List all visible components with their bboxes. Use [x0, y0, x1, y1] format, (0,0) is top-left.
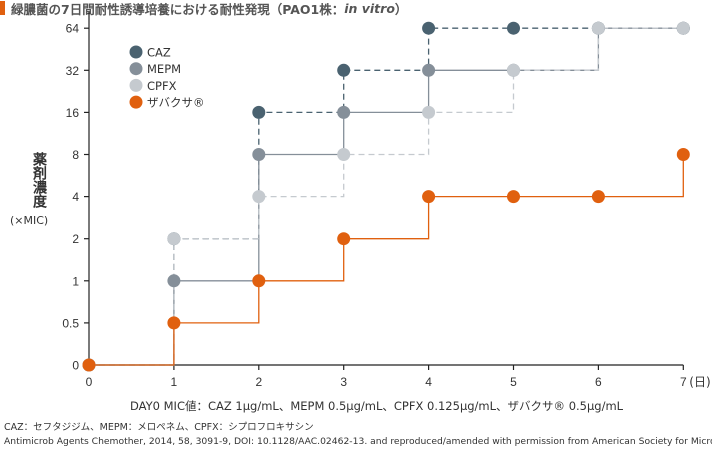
y-tick-label: 0.5 [62, 316, 79, 330]
title-italic: in vitro [344, 0, 395, 16]
data-point-MEPM [422, 63, 436, 77]
y-axis-unit: (×MIC) [10, 214, 49, 227]
legend-marker [129, 95, 143, 109]
legend-marker [129, 62, 143, 76]
data-point-ザバクサ® [337, 232, 351, 246]
data-point-ザバクサ® [676, 148, 690, 161]
source-note: Antimicrob Agents Chemother, 2014, 58, 3… [4, 436, 712, 447]
title-close: ） [394, 1, 408, 17]
y-tick-label: 32 [66, 64, 80, 78]
x-tick-label: 7 [680, 375, 687, 389]
y-tick-label: 64 [66, 22, 80, 36]
data-point-CPFX [676, 21, 690, 35]
title-accent-bar [0, 1, 5, 15]
mic-note: DAY0 MIC値：CAZ 1μg/mL、MEPM 0.5μg/mL、CPFX … [130, 399, 624, 413]
data-point-MEPM [252, 148, 266, 161]
series-line-ザバクサ® [89, 154, 684, 366]
data-point-CPFX [507, 63, 520, 77]
data-point-ザバクサ® [507, 190, 520, 204]
x-tick-label: 2 [255, 375, 262, 389]
x-tick-label: 4 [425, 375, 432, 389]
data-point-ザバクサ® [252, 274, 266, 288]
data-point-CPFX [167, 232, 181, 246]
x-tick-label: 1 [171, 375, 178, 389]
chart-title: 緑膿菌の7日間耐性誘導培養における耐性発現（PAO1株： in vitro） [0, 0, 408, 17]
data-point-ザバクサ® [422, 190, 436, 204]
legend-label: MEPM [147, 62, 181, 76]
x-tick-label: 3 [340, 375, 347, 389]
data-point-CAZ [507, 21, 520, 35]
x-axis-unit: (日) [689, 375, 710, 389]
data-point-CPFX [591, 21, 605, 35]
y-tick-label: 8 [72, 148, 79, 162]
data-point-CPFX [252, 190, 266, 204]
y-axis-label: 薬剤濃度 [31, 152, 47, 208]
y-tick-label: 2 [72, 232, 79, 246]
data-point-CAZ [422, 21, 436, 35]
data-point-CAZ [337, 63, 351, 77]
y-tick-label: 1 [72, 274, 79, 288]
data-point-ザバクサ® [82, 358, 96, 372]
x-tick-label: 5 [510, 375, 517, 389]
y-tick-label: 16 [66, 106, 80, 120]
data-point-ザバクサ® [167, 316, 181, 330]
data-point-MEPM [337, 105, 351, 119]
series-line-CPFX [89, 27, 684, 366]
data-point-CAZ [252, 105, 266, 119]
data-point-MEPM [167, 274, 181, 288]
legend-label: CPFX [147, 79, 177, 93]
abbrev-note: CAZ：セフタジジム、MEPM：メロペネム、CPFX：シプロフロキサシン [4, 422, 314, 433]
x-tick-label: 6 [595, 375, 602, 389]
title-text: 緑膿菌の7日間耐性誘導培養における耐性発現（PAO1株： [11, 1, 345, 17]
x-tick-label: 0 [86, 375, 93, 389]
legend-label: ザバクサ® [147, 96, 205, 110]
legend-marker [129, 45, 143, 59]
y-tick-label: 0 [72, 359, 79, 373]
data-point-ザバクサ® [591, 190, 605, 204]
data-point-CPFX [337, 148, 351, 161]
data-point-CPFX [422, 105, 436, 119]
y-tick-label: 4 [72, 190, 79, 204]
legend-label: CAZ [147, 46, 171, 60]
legend-marker [129, 78, 143, 92]
